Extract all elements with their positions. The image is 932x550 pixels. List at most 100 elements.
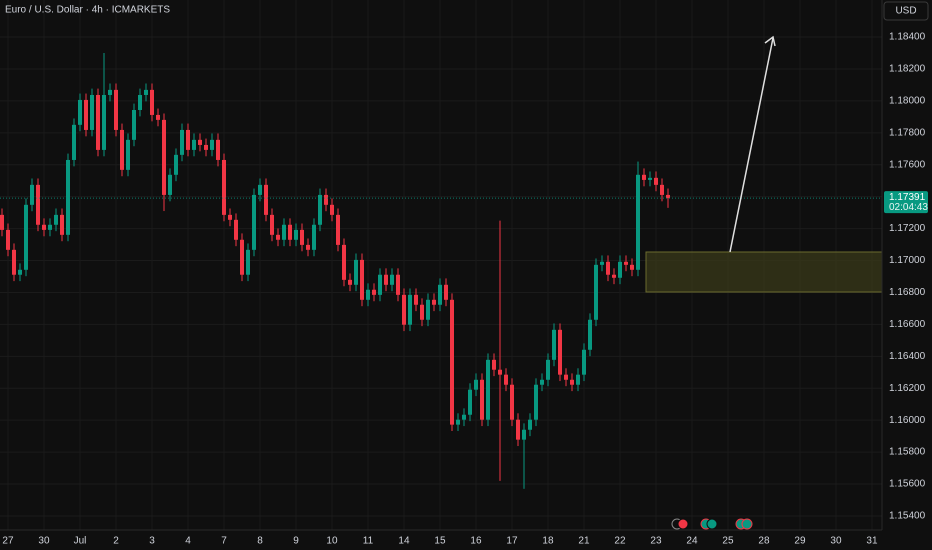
- candle-body: [71, 124, 76, 160]
- x-tick-label: 24: [686, 536, 698, 547]
- countdown-label: 02:04:43: [889, 202, 928, 213]
- candle-body: [491, 359, 496, 370]
- candle-body: [119, 129, 124, 170]
- candle-body: [605, 261, 610, 275]
- axes: 1.184001.182001.180001.178001.176001.174…: [2, 32, 928, 547]
- x-tick-label: 22: [614, 536, 626, 547]
- candle-body: [11, 249, 16, 275]
- candle-body: [359, 259, 364, 300]
- candle-body: [323, 194, 328, 205]
- candle-body: [281, 224, 286, 240]
- candle-body: [125, 139, 130, 170]
- y-tick-label: 1.16400: [889, 351, 926, 362]
- candle-body: [521, 429, 526, 440]
- candle-body: [485, 359, 490, 420]
- candle-body: [113, 89, 118, 130]
- candle-body: [239, 239, 244, 275]
- candle-body: [659, 184, 664, 195]
- candle-body: [347, 279, 352, 285]
- candle-body: [311, 224, 316, 250]
- candle-body: [5, 229, 10, 250]
- x-tick-label: 14: [398, 536, 410, 547]
- candle-body: [299, 229, 304, 245]
- event-icon[interactable]: [706, 518, 718, 530]
- candle-body: [635, 174, 640, 270]
- candle-body: [431, 299, 436, 305]
- y-tick-label: 1.17200: [889, 223, 926, 234]
- candle-body: [59, 214, 64, 235]
- candle-body: [29, 184, 34, 205]
- candle-body: [449, 299, 454, 425]
- x-tick-label: 11: [363, 536, 374, 547]
- candle-body: [269, 214, 274, 235]
- x-tick-label: 23: [650, 536, 662, 547]
- last-price-box: [884, 191, 928, 214]
- candle-body: [263, 184, 268, 215]
- candle-body: [593, 264, 598, 320]
- event-icon[interactable]: [741, 518, 753, 530]
- candle-body: [629, 264, 634, 270]
- candle-body: [155, 114, 160, 120]
- x-tick-label: 17: [506, 536, 518, 547]
- y-tick-label: 1.18000: [889, 96, 926, 107]
- currency-button[interactable]: [883, 1, 929, 21]
- y-tick-label: 1.17000: [889, 255, 926, 266]
- candle-body: [395, 274, 400, 295]
- candle-body: [221, 159, 226, 215]
- candle-body: [23, 204, 28, 270]
- candle-body: [341, 244, 346, 280]
- arrow-head: [764, 35, 776, 47]
- candle-body: [665, 194, 670, 199]
- candle-body: [551, 329, 556, 360]
- candle-body: [569, 379, 574, 385]
- candle-body: [65, 159, 70, 235]
- y-tick-label: 1.15800: [889, 447, 926, 458]
- x-tick-label: 2: [113, 536, 119, 547]
- candle-body: [539, 379, 544, 385]
- event-icon[interactable]: [677, 518, 689, 530]
- candle-body: [455, 419, 460, 425]
- candle-body: [443, 284, 448, 300]
- last-price-label: 1.17391: [889, 192, 926, 203]
- x-tick-label: 9: [293, 536, 299, 547]
- candle-body: [95, 94, 100, 150]
- candle-body: [215, 139, 220, 160]
- grid: [0, 0, 882, 530]
- candle-body: [401, 294, 406, 325]
- candle-body: [17, 269, 22, 275]
- candle-body: [617, 261, 622, 278]
- candle-body: [41, 224, 46, 230]
- candle-body: [131, 109, 136, 140]
- candle-body: [599, 261, 604, 265]
- plot: [0, 53, 882, 489]
- candle-body: [353, 259, 358, 285]
- x-tick-label: 27: [2, 536, 14, 547]
- candle-body: [509, 384, 514, 420]
- candle-body: [245, 249, 250, 275]
- candle-body: [305, 244, 310, 250]
- candle-body: [89, 94, 94, 130]
- x-tick-label: 8: [257, 536, 263, 547]
- currency-label[interactable]: USD: [895, 6, 916, 17]
- candle-body: [515, 419, 520, 440]
- candle-body: [377, 274, 382, 295]
- candle-body: [317, 194, 322, 225]
- candle-body: [563, 374, 568, 380]
- candle-body: [197, 139, 202, 145]
- x-tick-label: 3: [149, 536, 155, 547]
- candle-body: [227, 214, 232, 220]
- candle-body: [527, 419, 532, 430]
- candle-body: [287, 224, 292, 240]
- x-tick-label: 10: [326, 536, 338, 547]
- candle-body: [257, 184, 262, 195]
- candle-body: [611, 274, 616, 278]
- candle-body: [233, 219, 238, 240]
- x-tick-label: 21: [578, 536, 590, 547]
- candle-body: [203, 144, 208, 150]
- candle-body: [653, 177, 658, 185]
- candle-body: [587, 319, 592, 350]
- projection-arrow: [729, 37, 774, 253]
- y-tick-label: 1.18400: [889, 32, 926, 43]
- candle-body: [47, 224, 52, 230]
- candle-body: [83, 99, 88, 130]
